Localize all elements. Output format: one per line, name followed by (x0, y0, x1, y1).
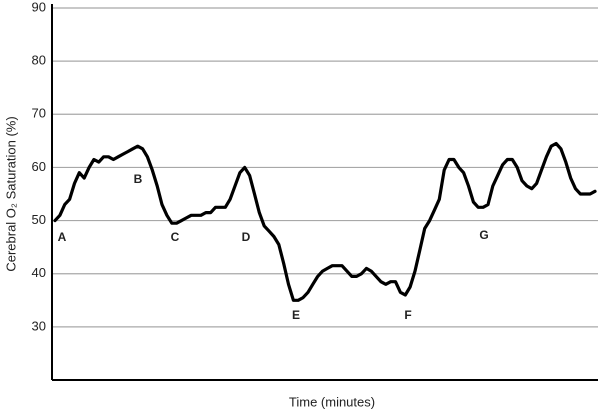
y-tick-label: 50 (32, 212, 46, 227)
data-line (53, 141, 597, 302)
y-tick-label: 90 (32, 0, 46, 14)
annotation: A (58, 230, 67, 244)
annotation: F (404, 308, 411, 322)
y-tick-label: 60 (32, 159, 46, 174)
annotation: B (134, 172, 143, 186)
y-tick-label: 40 (32, 265, 46, 280)
annotation: D (242, 230, 251, 244)
annotation: G (479, 228, 488, 242)
y-tick-label: 30 (32, 318, 46, 333)
x-axis-label: Time (minutes) (289, 394, 375, 409)
annotation: C (171, 230, 180, 244)
annotation: E (292, 308, 300, 322)
y-tick-label: 70 (32, 106, 46, 121)
y-axis-label: Cerebral O₂ Saturation (%) (3, 116, 18, 271)
y-tick-label: 80 (32, 53, 46, 68)
